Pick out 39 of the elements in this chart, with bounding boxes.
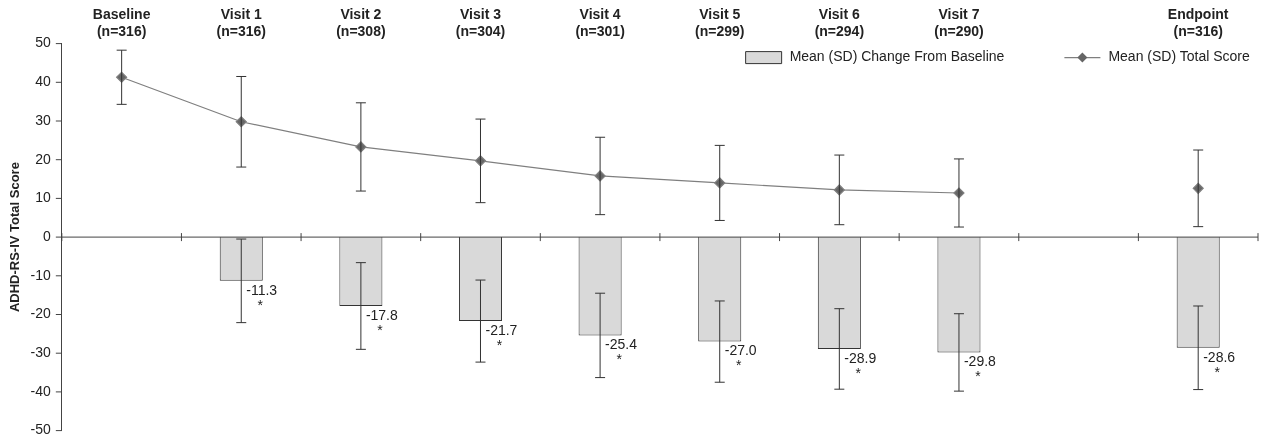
x-tick-label: Visit 2 (n=308) xyxy=(336,6,386,40)
data-label: -11.3 xyxy=(246,281,278,298)
x-tick-label: Visit 6 (n=294) xyxy=(814,6,865,40)
data-label: -29.8 xyxy=(963,353,997,370)
y-tick-label: 30 xyxy=(35,111,52,128)
x-tick-label: Visit 4 (n=301) xyxy=(575,6,625,40)
data-label: -17.8 xyxy=(365,306,398,323)
data-label: -28.6 xyxy=(1203,348,1236,365)
data-label: -27.0 xyxy=(724,342,757,359)
annotation: * xyxy=(377,321,384,338)
x-tick-label: Visit 3 (n=304) xyxy=(455,6,506,40)
y-tick-label: 10 xyxy=(35,189,52,206)
x-tick-label: Visit 5 (n=299) xyxy=(695,6,745,40)
legend-label: Mean (SD) Total Score xyxy=(1108,48,1250,65)
data-label: -28.9 xyxy=(844,349,877,366)
y-tick-label: -20 xyxy=(30,305,52,322)
x-tick-label: Endpoint (n=316) xyxy=(1167,6,1229,40)
y-tick-label: 20 xyxy=(35,150,52,167)
y-tick-label: 0 xyxy=(43,227,52,244)
y-axis-title: ADHD-RS-IV Total Score xyxy=(7,162,23,313)
annotation: * xyxy=(975,368,982,385)
x-tick-label: Visit 1 (n=316) xyxy=(216,6,266,40)
annotation: * xyxy=(1214,363,1221,380)
legend-label: Mean (SD) Change From Baseline xyxy=(789,48,1005,65)
y-tick-label: 50 xyxy=(35,34,52,51)
y-tick-label: -30 xyxy=(30,344,52,361)
annotation: * xyxy=(496,336,503,353)
y-tick-label: -40 xyxy=(30,382,52,399)
data-label: -21.7 xyxy=(485,321,518,338)
annotation: * xyxy=(736,357,742,374)
annotation: * xyxy=(616,351,623,368)
y-tick-label: -10 xyxy=(30,266,52,283)
annotation: * xyxy=(257,296,264,313)
x-tick-label: Visit 7 (n=290) xyxy=(934,6,984,40)
data-label: -25.4 xyxy=(605,336,638,353)
y-tick-label: -50 xyxy=(30,421,52,438)
annotation: * xyxy=(855,364,862,381)
x-tick-label: Baseline (n=316) xyxy=(92,6,151,40)
y-tick-label: 40 xyxy=(35,73,52,90)
